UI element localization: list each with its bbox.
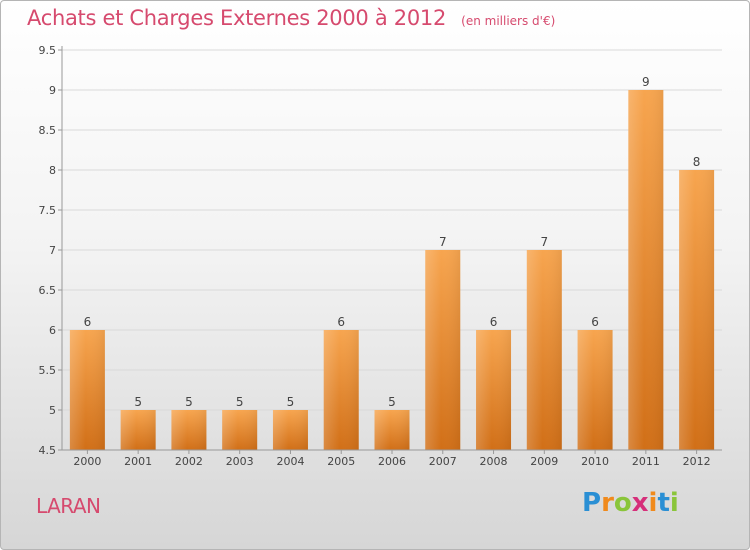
bar-shine <box>69 330 105 450</box>
bar-value-label: 7 <box>439 235 447 249</box>
y-tick-label: 7 <box>49 244 56 257</box>
x-tick-label: 2004 <box>276 455 304 468</box>
bar-group: 7 <box>425 235 461 450</box>
bar-group: 5 <box>120 395 156 450</box>
bar-group: 6 <box>577 315 613 450</box>
x-tick-label: 2011 <box>632 455 660 468</box>
y-tick-label: 8 <box>49 164 56 177</box>
bar-group: 6 <box>69 315 105 450</box>
y-tick-label: 9 <box>49 84 56 97</box>
y-tick-label: 6 <box>49 324 56 337</box>
x-tick-label: 2001 <box>124 455 152 468</box>
bar-value-label: 5 <box>287 395 295 409</box>
bar-shine <box>526 250 562 450</box>
bars: 6 5 5 5 5 6 5 7 6 7 6 9 8 <box>69 75 715 450</box>
bar-group: 5 <box>222 395 258 450</box>
bar-shine <box>272 410 308 450</box>
y-tick-label: 4.5 <box>39 444 57 457</box>
bar-shine <box>577 330 613 450</box>
x-tick-label: 2008 <box>480 455 508 468</box>
bar-shine <box>425 250 461 450</box>
bar-value-label: 5 <box>236 395 244 409</box>
x-tick-label: 2010 <box>581 455 609 468</box>
y-tick-label: 7.5 <box>39 204 57 217</box>
x-tick-label: 2000 <box>73 455 101 468</box>
bar-group: 9 <box>628 75 664 450</box>
bar-value-label: 6 <box>591 315 599 329</box>
bar-shine <box>374 410 410 450</box>
y-tick-label: 8.5 <box>39 124 57 137</box>
bar-group: 5 <box>272 395 308 450</box>
x-tick-label: 2003 <box>226 455 254 468</box>
x-tick-label: 2012 <box>683 455 711 468</box>
bar-shine <box>679 170 715 450</box>
y-tick-label: 6.5 <box>39 284 57 297</box>
bar-shine <box>171 410 207 450</box>
bar-shine <box>476 330 512 450</box>
bar-value-label: 5 <box>134 395 142 409</box>
bar-group: 5 <box>171 395 207 450</box>
bar-value-label: 9 <box>642 75 650 89</box>
logo-letter: x <box>631 488 649 518</box>
bar-value-label: 8 <box>693 155 701 169</box>
bar-value-label: 5 <box>388 395 396 409</box>
logo-letter: P <box>582 488 602 518</box>
bar-value-label: 6 <box>84 315 92 329</box>
bar-group: 8 <box>679 155 715 450</box>
proxiti-logo[interactable]: Proxiti <box>582 488 679 518</box>
axes: 4.5 5 5.5 6 6.5 7 7.5 8 8.5 9 9.5 2000 2001 2002 2003 2… <box>39 44 722 468</box>
bar-group: 6 <box>323 315 359 450</box>
bar-shine <box>120 410 156 450</box>
bar-group: 6 <box>476 315 512 450</box>
y-tick-label: 9.5 <box>39 44 57 57</box>
x-tick-label: 2005 <box>327 455 355 468</box>
x-tick-label: 2002 <box>175 455 203 468</box>
grid-lines <box>62 49 722 411</box>
logo-letter: r <box>601 488 614 518</box>
logo-letter: i <box>669 488 679 518</box>
bar-shine <box>222 410 258 450</box>
bar-group: 5 <box>374 395 410 450</box>
bar-value-label: 6 <box>337 315 345 329</box>
y-tick-label: 5 <box>49 404 56 417</box>
logo-letter: i <box>648 488 658 518</box>
x-tick-label: 2006 <box>378 455 406 468</box>
bar-value-label: 6 <box>490 315 498 329</box>
chart-unit-label: (en milliers d'€) <box>461 14 556 28</box>
commune-name: LARAN <box>36 494 101 518</box>
bar-group: 7 <box>526 235 562 450</box>
y-tick-label: 5.5 <box>39 364 57 377</box>
chart-title-main: Achats et Charges Externes 2000 à 2012 <box>27 6 447 30</box>
bar-value-label: 7 <box>540 235 548 249</box>
x-tick-label: 2009 <box>530 455 558 468</box>
bar-shine <box>628 90 664 450</box>
chart-title: Achats et Charges Externes 2000 à 2012 (… <box>27 6 555 30</box>
x-tick-label: 2007 <box>429 455 457 468</box>
logo-letter: o <box>613 488 632 518</box>
bar-shine <box>323 330 359 450</box>
logo-letter: t <box>657 488 670 518</box>
bar-value-label: 5 <box>185 395 193 409</box>
